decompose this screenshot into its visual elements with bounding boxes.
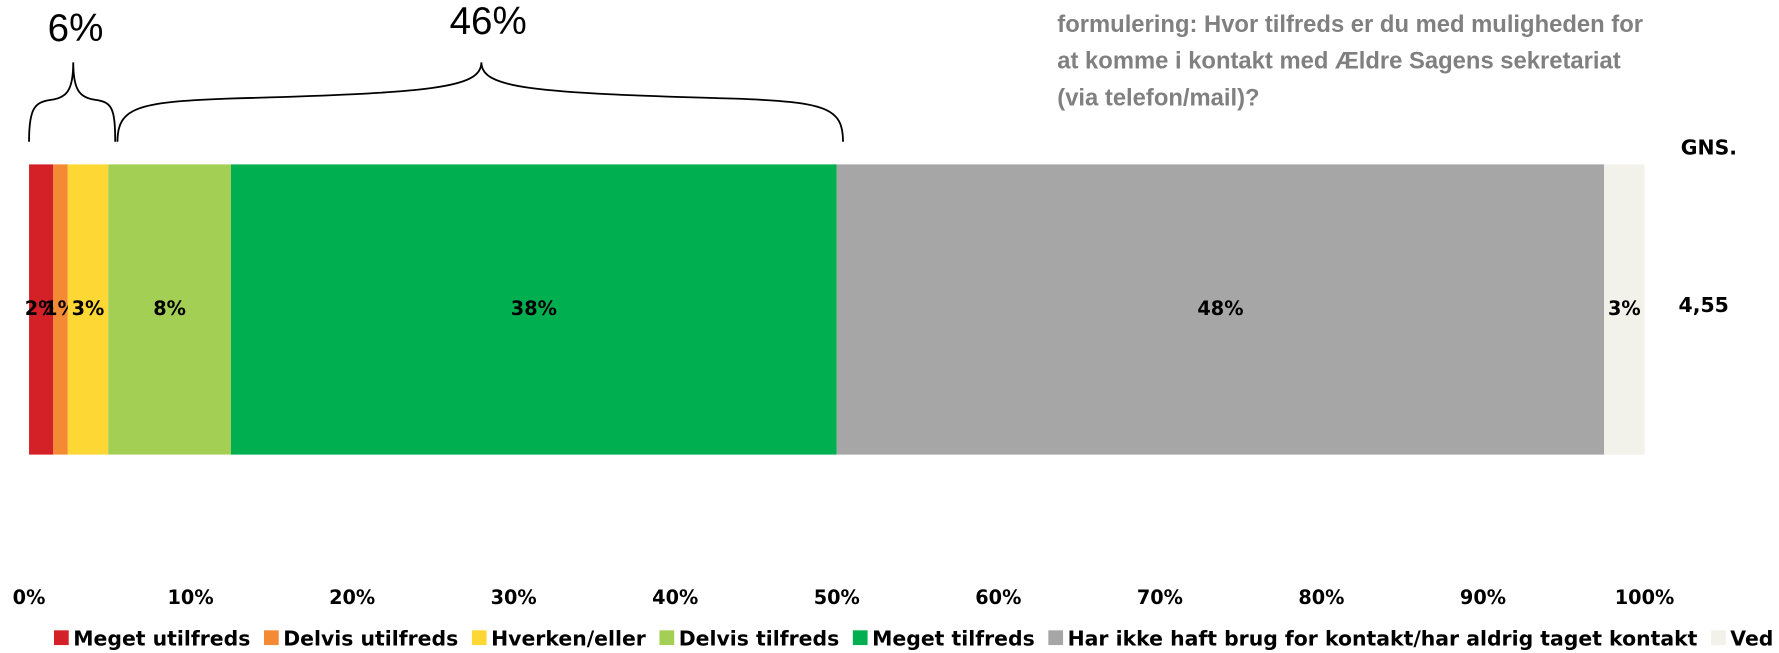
legend-swatch [852, 630, 868, 646]
x-tick-label: 60% [975, 586, 1021, 609]
legend-swatch [659, 630, 675, 646]
x-tick-label: 10% [168, 586, 214, 609]
average-label: GNS. [1681, 136, 1737, 160]
value-label: 3% [1608, 297, 1641, 320]
bar-segment [29, 164, 54, 455]
legend-label: Delvis tilfreds [679, 626, 839, 650]
x-tick-label: 50% [814, 586, 860, 609]
brace [28, 62, 117, 142]
legend-swatch [263, 630, 279, 646]
title-line: 0 er "Meget utilfreds". Der har været an… [1057, 0, 1669, 1]
bar-segment [108, 164, 231, 455]
legend-swatch [1048, 630, 1064, 646]
x-tick-label: 70% [1137, 586, 1183, 609]
legend-label: Har ikke haft brug for kontakt/har aldri… [1068, 626, 1698, 650]
bar-segment [836, 164, 1605, 455]
bar-segment [67, 164, 109, 455]
average-value: 4,55 [1679, 293, 1729, 317]
x-tick-label: 100% [1615, 586, 1675, 609]
value-label: 8% [153, 297, 186, 320]
title-line: (via telefon/mail)? [1057, 84, 1259, 111]
x-tick-label: 30% [491, 586, 537, 609]
bracket-annotation: 6% [48, 7, 104, 50]
legend-label: Hverken/eller [491, 626, 646, 650]
brace [116, 62, 844, 142]
bracket-annotation: 46% [450, 0, 527, 43]
legend-label: Meget utilfreds [73, 626, 250, 650]
bar-segment [230, 164, 837, 455]
x-tick-label: 20% [329, 586, 375, 609]
legend-swatch [53, 630, 69, 646]
x-tick-label: 0% [13, 586, 46, 609]
title-line: at komme i kontakt med Ældre Sagens sekr… [1057, 48, 1620, 75]
bar-segment [1604, 164, 1645, 455]
legend-swatch [1711, 630, 1726, 646]
legend-swatch [471, 630, 487, 646]
value-label: 3% [72, 297, 105, 320]
x-tick-label: 90% [1460, 586, 1506, 609]
value-label: 48% [1197, 297, 1243, 320]
legend-label: Meget tilfreds [872, 626, 1035, 650]
title-line: formulering: Hvor tilfreds er du med mul… [1057, 11, 1643, 38]
value-label: 2% [25, 297, 58, 320]
legend-label: Ved ikke [1730, 626, 1779, 650]
x-tick-label: 80% [1298, 586, 1344, 609]
bar-segment [53, 164, 68, 455]
value-label: 38% [511, 297, 557, 320]
x-tick-label: 40% [652, 586, 698, 609]
legend-label: Delvis utilfreds [283, 626, 458, 650]
